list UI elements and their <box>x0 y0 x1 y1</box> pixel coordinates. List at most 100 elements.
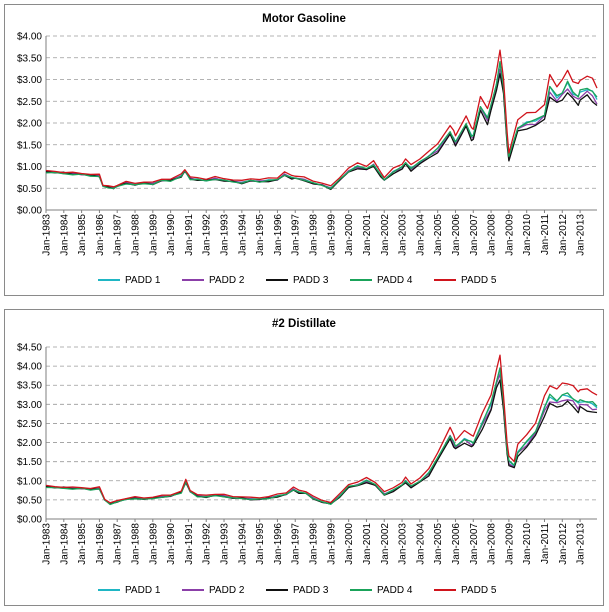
distillate-series-line-padd-2 <box>45 373 598 505</box>
gasoline-legend-label-padd-4: PADD 4 <box>377 275 413 286</box>
distillate-x-tick-label: Jan-2006 <box>451 523 462 565</box>
gasoline-x-tick-label: Jan-1994 <box>237 214 248 256</box>
gasoline-x-tick-label: Jan-1987 <box>113 214 124 256</box>
gasoline-x-tick-label: Jan-2006 <box>451 214 462 256</box>
distillate-x-tick-label: Jan-1992 <box>202 523 213 565</box>
distillate-x-tick-label: Jan-1997 <box>291 523 302 565</box>
distillate-y-tick-label: $4.50 <box>17 343 42 354</box>
distillate-x-tick-label: Jan-2001 <box>362 523 373 565</box>
distillate-x-tick-label: Jan-1999 <box>326 523 337 565</box>
gasoline-y-tick-label: $1.00 <box>17 162 42 173</box>
distillate-x-tick-label: Jan-2012 <box>558 523 569 565</box>
distillate-series-line-padd-3 <box>45 379 598 505</box>
gasoline-x-tick-label: Jan-2002 <box>380 214 391 256</box>
distillate-x-tick-label: Jan-1995 <box>255 523 266 565</box>
gasoline-x-tick-label: Jan-2008 <box>487 214 498 256</box>
distillate-legend-label-padd-5: PADD 5 <box>461 585 497 596</box>
gasoline-x-tick-label: Jan-1999 <box>326 214 337 256</box>
distillate-x-tick-label: Jan-1991 <box>184 523 195 565</box>
distillate-x-tick-label: Jan-1986 <box>95 523 106 565</box>
gasoline-x-tick-label: Jan-1989 <box>148 214 159 256</box>
gasoline-series-line-padd-4 <box>45 60 598 190</box>
gasoline-x-tick-label: Jan-2007 <box>469 214 480 256</box>
gasoline-x-tick-label: Jan-2005 <box>433 214 444 256</box>
gasoline-x-tick-label: Jan-1998 <box>309 214 320 256</box>
distillate-x-tick-label: Jan-1998 <box>309 523 320 565</box>
distillate-x-tick-label: Jan-1988 <box>131 523 142 565</box>
distillate-series-line-padd-1 <box>45 367 598 505</box>
distillate-x-tick-label: Jan-2004 <box>415 523 426 565</box>
distillate-x-tick-label: Jan-1983 <box>42 523 53 565</box>
gasoline-x-tick-label: Jan-1991 <box>184 214 195 256</box>
distillate-legend-label-padd-4: PADD 4 <box>377 585 413 596</box>
gasoline-chart-title: Motor Gasoline <box>262 13 346 25</box>
distillate-y-tick-label: $1.50 <box>17 457 42 468</box>
distillate-x-tick-label: Jan-2000 <box>344 523 355 565</box>
distillate-x-tick-label: Jan-1996 <box>273 523 284 565</box>
distillate-x-tick-label: Jan-1993 <box>220 523 231 565</box>
distillate-x-tick-label: Jan-2010 <box>522 523 533 565</box>
gasoline-legend-label-padd-3: PADD 3 <box>293 275 329 286</box>
distillate-chart-panel: #2 Distillate $0.00 $0.50 $1.00 $1.50 $2.00 $2… <box>4 309 604 606</box>
distillate-x-tick-label: Jan-2008 <box>487 523 498 565</box>
distillate-chart: #2 Distillate $0.00 $0.50 $1.00 $1.50 $2.00 $2… <box>17 318 598 596</box>
gasoline-x-tick-label: Jan-1985 <box>77 214 88 256</box>
gasoline-x-tick-label: Jan-2009 <box>504 214 515 256</box>
gasoline-x-tick-label: Jan-1996 <box>273 214 284 256</box>
gasoline-series-line-padd-1 <box>45 61 598 189</box>
gasoline-x-tick-label: Jan-2011 <box>540 214 551 255</box>
distillate-x-tick-label: Jan-2003 <box>398 523 409 565</box>
distillate-x-tick-label: Jan-2011 <box>540 523 551 564</box>
gasoline-legend-label-padd-2: PADD 2 <box>209 275 245 286</box>
gasoline-x-tick-label: Jan-2004 <box>415 214 426 256</box>
gasoline-y-tick-label: $4.00 <box>17 32 42 43</box>
gasoline-x-tick-label: Jan-2003 <box>398 214 409 256</box>
gasoline-x-tick-label: Jan-1992 <box>202 214 213 256</box>
gasoline-x-tick-label: Jan-1983 <box>42 214 53 256</box>
distillate-legend-label-padd-2: PADD 2 <box>209 585 245 596</box>
motor-gasoline-chart-panel: Motor Gasoline $0.00 $0.50 $1.00 $1.50 $2.00 $… <box>4 4 604 296</box>
gasoline-legend-label-padd-1: PADD 1 <box>125 275 161 286</box>
distillate-x-tick-label: Jan-2013 <box>576 523 587 565</box>
gasoline-y-tick-label: $2.50 <box>17 97 42 108</box>
gasoline-x-tick-label: Jan-1990 <box>166 214 177 256</box>
distillate-x-tick-label: Jan-2007 <box>469 523 480 565</box>
gasoline-x-tick-label: Jan-1995 <box>255 214 266 256</box>
gasoline-x-tick-label: Jan-2013 <box>576 214 587 256</box>
distillate-x-tick-label: Jan-2009 <box>504 523 515 565</box>
gasoline-x-tick-label: Jan-1988 <box>131 214 142 256</box>
distillate-y-tick-label: $3.50 <box>17 381 42 392</box>
distillate-y-tick-label: $2.50 <box>17 419 42 430</box>
gasoline-y-tick-label: $0.50 <box>17 184 42 195</box>
gasoline-y-tick-label: $3.00 <box>17 75 42 86</box>
motor-gasoline-chart: Motor Gasoline $0.00 $0.50 $1.00 $1.50 $2.00 $… <box>17 13 598 286</box>
distillate-series-line-padd-4 <box>45 367 598 506</box>
gasoline-series-line-padd-5 <box>45 49 598 188</box>
gasoline-x-tick-label: Jan-2001 <box>362 214 373 256</box>
gasoline-y-tick-label: $3.50 <box>17 53 42 64</box>
gasoline-y-tick-label: $2.00 <box>17 119 42 130</box>
gasoline-legend-label-padd-5: PADD 5 <box>461 275 497 286</box>
distillate-x-tick-label: Jan-2005 <box>433 523 444 565</box>
gasoline-y-tick-label: $0.00 <box>17 206 42 217</box>
distillate-x-tick-label: Jan-1994 <box>237 523 248 565</box>
gasoline-x-tick-label: Jan-2000 <box>344 214 355 256</box>
gasoline-x-tick-label: Jan-1986 <box>95 214 106 256</box>
gasoline-y-tick-label: $1.50 <box>17 140 42 151</box>
distillate-x-tick-label: Jan-2002 <box>380 523 391 565</box>
distillate-x-tick-label: Jan-1989 <box>148 523 159 565</box>
distillate-x-tick-label: Jan-1984 <box>59 523 70 565</box>
distillate-y-tick-label: $0.50 <box>17 495 42 506</box>
distillate-legend-label-padd-3: PADD 3 <box>293 585 329 596</box>
distillate-legend-label-padd-1: PADD 1 <box>125 585 161 596</box>
gasoline-x-tick-label: Jan-2012 <box>558 214 569 256</box>
distillate-x-tick-label: Jan-1990 <box>166 523 177 565</box>
gasoline-x-tick-label: Jan-2010 <box>522 214 533 256</box>
distillate-chart-title: #2 Distillate <box>272 318 336 330</box>
gasoline-x-tick-label: Jan-1993 <box>220 214 231 256</box>
gasoline-x-tick-label: Jan-1984 <box>59 214 70 256</box>
distillate-y-tick-label: $3.00 <box>17 400 42 411</box>
distillate-series-line-padd-5 <box>45 354 598 504</box>
distillate-x-tick-label: Jan-1987 <box>113 523 124 565</box>
distillate-y-tick-label: $1.00 <box>17 476 42 487</box>
